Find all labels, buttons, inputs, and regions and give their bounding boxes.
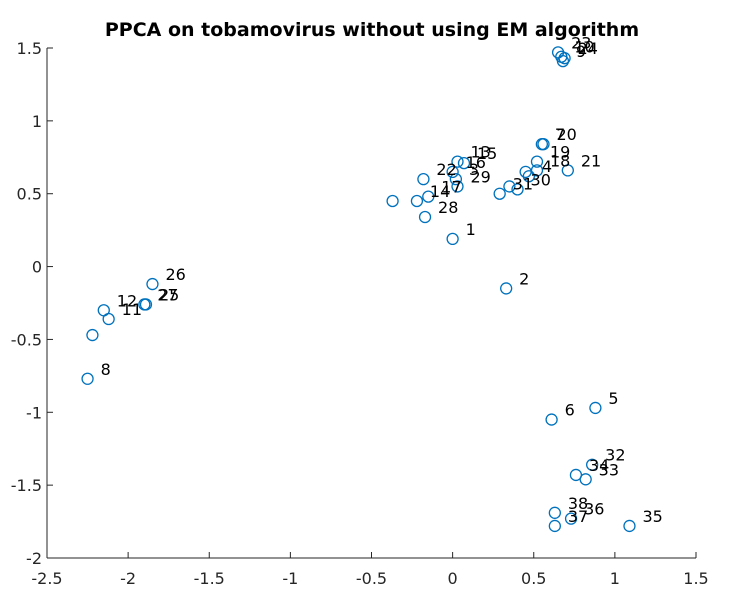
- data-label-34: 34: [589, 456, 609, 475]
- data-point-1: [446, 232, 459, 246]
- data-point-28: [418, 210, 432, 224]
- data-label-5: 5: [608, 389, 618, 408]
- data-point-20: [537, 138, 550, 151]
- data-point-19: [530, 155, 544, 168]
- data-label-19: 19: [550, 143, 570, 162]
- data-label-21: 21: [581, 151, 601, 170]
- data-point-42: [519, 165, 532, 179]
- x-tick-label: -1: [282, 569, 298, 588]
- y-tick-label: 1.5: [17, 39, 42, 58]
- y-tick-label: 1: [32, 112, 42, 131]
- data-label-30: 30: [531, 170, 551, 189]
- x-tick-label: -0.5: [356, 569, 387, 588]
- x-tick-label: 1.5: [683, 569, 708, 588]
- data-label-11: 11: [122, 300, 142, 319]
- x-tick-label: 0.5: [521, 569, 546, 588]
- y-tick-label: -0.5: [11, 330, 42, 349]
- data-label-2: 2: [519, 269, 529, 288]
- data-label-15: 15: [477, 144, 497, 163]
- data-point-13: [451, 155, 464, 168]
- data-labels: 123 4567891011121314151617181920212223242…: [101, 33, 663, 526]
- data-label-14: 14: [430, 182, 450, 201]
- data-point-5: [589, 401, 602, 415]
- chart-title: PPCA on tobamovirus without using EM alg…: [105, 19, 639, 41]
- data-point-6: [545, 413, 558, 426]
- x-tick-label: 1: [610, 569, 620, 588]
- data-label-9: 9: [576, 42, 586, 61]
- data-markers: [81, 46, 636, 533]
- data-point-21: [561, 164, 574, 177]
- data-label-32: 32: [605, 446, 625, 465]
- data-point-15: [457, 156, 471, 170]
- data-label-12: 12: [117, 291, 137, 310]
- data-point-2: [500, 282, 513, 295]
- data-label-26: 26: [165, 265, 185, 284]
- data-point-29: [451, 180, 464, 193]
- y-tick-label: 0: [32, 258, 42, 277]
- data-point-12: [97, 304, 110, 317]
- y-tick-label: -2: [26, 549, 42, 568]
- data-point-16: [446, 165, 459, 179]
- y-tick-label: -1.5: [11, 476, 42, 495]
- data-point-36: [564, 512, 578, 525]
- data-label-16: 16: [466, 153, 486, 172]
- data-label-24: 24: [578, 39, 598, 58]
- data-point-22: [417, 172, 430, 186]
- data-point-27: [138, 298, 151, 311]
- data-label-29: 29: [470, 167, 490, 186]
- data-label-27: 27: [157, 285, 177, 304]
- data-label-13: 13: [470, 143, 490, 162]
- x-tick-label: 0: [448, 569, 458, 588]
- data-label-38: 38: [568, 494, 588, 513]
- data-point-3: [449, 172, 463, 186]
- data-label-36: 36: [584, 500, 604, 519]
- data-point-26: [146, 277, 159, 291]
- data-point-24: [558, 52, 571, 65]
- data-label-7: 7: [555, 125, 565, 144]
- data-label-20: 20: [556, 125, 576, 144]
- data-point-30: [511, 183, 524, 196]
- data-point-39: [86, 328, 99, 342]
- x-tick-label: -2: [120, 569, 136, 588]
- data-label-33: 33: [599, 460, 619, 479]
- data-point-14: [410, 194, 424, 208]
- data-label-37: 37: [568, 507, 588, 526]
- axes: -2.5 -2 -1.5 -1 -0.5 0 0.5 1 1.5-2-1.5-1-0.500.5…: [11, 39, 709, 588]
- data-label-3: 3: [469, 160, 479, 179]
- data-label-35: 35: [642, 507, 662, 526]
- x-tick-label: -1.5: [194, 569, 225, 588]
- data-point-35: [623, 519, 636, 533]
- data-label-1: 1: [466, 220, 476, 239]
- x-tick-label: -2.5: [31, 569, 62, 588]
- data-label-25: 25: [159, 285, 179, 304]
- data-point-31: [493, 187, 506, 200]
- data-label-18: 18: [550, 151, 570, 170]
- data-label-28: 28: [438, 198, 458, 217]
- data-label-10: 10: [574, 38, 594, 57]
- y-tick-label: -1: [26, 403, 42, 422]
- data-label-22: 22: [436, 160, 456, 179]
- data-label-6: 6: [565, 401, 575, 420]
- data-point-8: [81, 372, 94, 385]
- data-label-4: 4: [542, 157, 552, 176]
- data-point-32: [586, 458, 599, 471]
- data-label-23: 23: [571, 33, 591, 52]
- data-point-17: [422, 190, 435, 203]
- data-point-38: [548, 506, 561, 519]
- data-label-31: 31: [513, 175, 533, 194]
- y-tick-label: 0.5: [17, 185, 42, 204]
- data-point-40: [386, 194, 399, 208]
- data-point-37: [548, 519, 561, 533]
- data-label-17: 17: [441, 178, 461, 197]
- data-point-34: [569, 468, 583, 482]
- data-point-41: [503, 180, 516, 193]
- data-label-8: 8: [101, 360, 111, 379]
